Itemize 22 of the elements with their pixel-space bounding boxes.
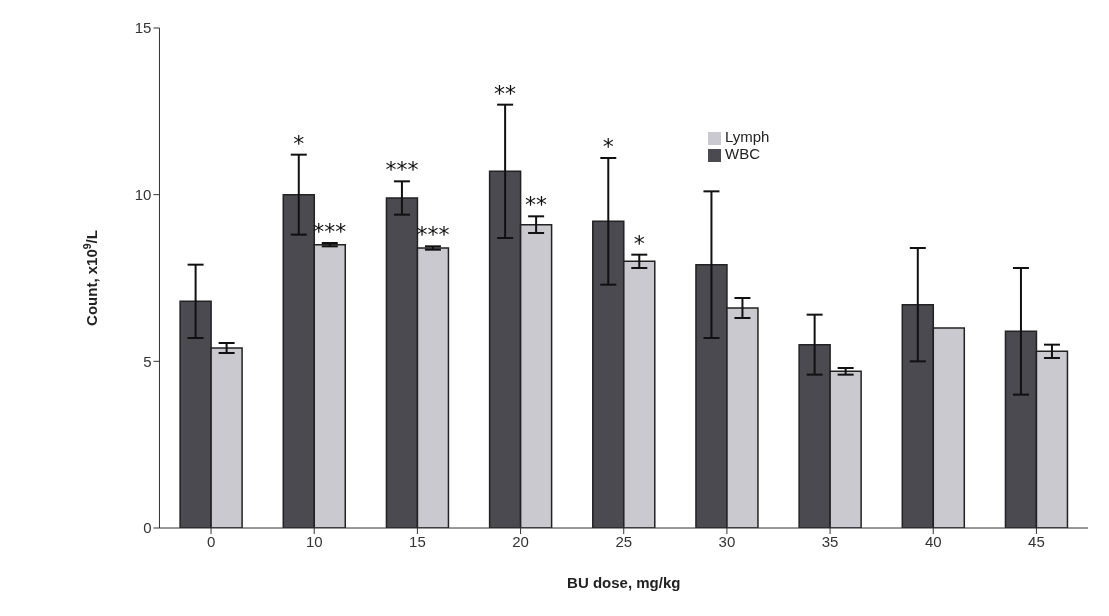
x-tick-label: 20 [512, 532, 529, 550]
x-tick-label: 0 [206, 532, 216, 550]
data-label: * [633, 230, 645, 256]
x-tick-label: 40 [924, 532, 942, 550]
y-tick-label: 15 [134, 19, 152, 37]
x-tick-label: 15 [409, 532, 426, 550]
data-label: * [293, 130, 305, 156]
y-tick-label: 5 [143, 352, 152, 370]
x-tick-label: 35 [821, 532, 839, 550]
x-tick-label: 45 [1028, 532, 1045, 550]
x-tick-label: 10 [305, 532, 323, 550]
data-label: ** [525, 192, 548, 218]
data-label: * [602, 134, 614, 159]
data-label: ** [494, 80, 517, 106]
x-axis-title: BU dose, mg/kg [567, 574, 681, 591]
legend-label: WBC [725, 145, 760, 162]
y-tick-label: 10 [134, 185, 152, 203]
x-tick-label: 25 [615, 532, 633, 550]
y-tick-label: 0 [143, 519, 152, 537]
data-label: *** [385, 157, 419, 183]
x-tick-label: 30 [718, 532, 736, 550]
legend-label: Lymph [725, 128, 770, 145]
